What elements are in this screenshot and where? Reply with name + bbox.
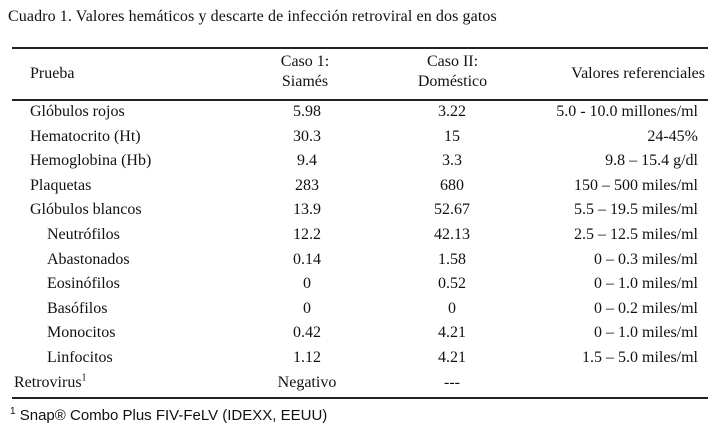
row-reference: 1.5 – 5.0 miles/ml [582,348,698,366]
row-reference: 150 – 500 miles/ml [574,176,698,194]
row-name: Glóbulos blancos [30,201,142,219]
row-caso1-value: 283 [295,176,319,194]
row-name: Plaquetas [30,176,92,194]
table-row: Eosinófilos 0 0.52 0 – 1.0 miles/ml [0,272,715,297]
row-caso2-value: 3.3 [442,152,462,170]
row-name: Hematocrito (Ht) [30,127,141,145]
header-caso1-line1: Caso 1: [280,53,330,70]
row-reference: 0 – 1.0 miles/ml [594,275,698,293]
table-row: Glóbulos blancos 13.9 52.67 5.5 – 19.5 m… [0,198,715,223]
table-row: Monocitos 0.42 4.21 0 – 1.0 miles/ml [0,321,715,346]
row-caso2-value: --- [444,373,460,391]
header-caso1-line2: Siamés [281,73,329,90]
table-row: Hematocrito (Ht) 30.3 15 24-45% [0,125,715,150]
table-row: Plaquetas 283 680 150 – 500 miles/ml [0,174,715,199]
row-caso1-value: 0 [303,299,311,317]
table-row: Neutrófilos 12.2 42.13 2.5 – 12.5 miles/… [0,223,715,248]
row-reference: 2.5 – 12.5 miles/ml [574,225,698,243]
header-caso1: Caso 1: Siamés [260,52,350,92]
table-body: Glóbulos rojos 5.98 3.22 5.0 - 10.0 mill… [0,100,715,395]
row-caso2-value: 42.13 [434,225,470,243]
row-caso1-value: 1.12 [293,348,321,366]
row-caso2-value: 0.52 [438,275,466,293]
footnote-number: 1 [10,406,16,417]
row-caso2-value: 15 [444,127,460,145]
row-name: Hemoglobina (Hb) [30,152,152,170]
row-caso1-value: Negativo [277,373,337,391]
row-reference: 0 – 1.0 miles/ml [594,324,698,342]
row-caso2-value: 4.21 [438,324,466,342]
row-caso2-value: 4.21 [438,348,466,366]
header-valores-referenciales: Valores referenciales [571,65,705,82]
table-row: Hemoglobina (Hb) 9.4 3.3 9.8 – 15.4 g/dl [0,149,715,174]
header-prueba: Prueba [30,65,75,82]
row-caso1-value: 5.98 [293,103,321,120]
table-row: Glóbulos rojos 5.98 3.22 5.0 - 10.0 mill… [0,100,715,125]
table-row: Abastonados 0.14 1.58 0 – 0.3 miles/ml [0,248,715,273]
row-reference: 24-45% [647,127,698,145]
row-caso1-value: 30.3 [293,127,321,145]
table-row: Basófilos 0 0 0 – 0.2 miles/ml [0,297,715,322]
footnote: 1 Snap® Combo Plus FIV-FeLV (IDEXX, EEUU… [10,406,328,425]
table-caption: Cuadro 1. Valores hemáticos y descarte d… [8,8,497,25]
row-caso2-value: 3.22 [438,103,466,120]
top-rule [12,47,708,49]
row-reference: 9.8 – 15.4 g/dl [605,152,698,170]
row-name-retrovirus: Retrovirus1 [14,371,87,396]
row-name: Basófilos [47,299,108,317]
row-caso1-value: 0.42 [293,324,321,342]
row-reference: 0 – 0.3 miles/ml [594,250,698,268]
row-caso1-value: 0.14 [293,250,321,268]
row-name: Retrovirus [14,373,82,391]
row-caso1-value: 12.2 [293,225,321,243]
row-caso2-value: 680 [440,176,464,194]
row-caso2-value: 1.58 [438,250,466,268]
row-caso2-value: 0 [448,299,456,317]
row-name: Abastonados [47,250,130,268]
header-rule [12,99,708,101]
row-name: Eosinófilos [47,275,120,293]
row-name: Linfocitos [47,348,113,366]
row-reference: 5.0 - 10.0 millones/ml [556,103,698,120]
table-row: Linfocitos 1.12 4.21 1.5 – 5.0 miles/ml [0,346,715,371]
row-reference: 0 – 0.2 miles/ml [594,299,698,317]
footnote-marker: 1 [81,372,87,384]
footnote-text: Snap® Combo Plus FIV-FeLV (IDEXX, EEUU) [15,407,328,424]
row-caso1-value: 0 [303,275,311,293]
table-row: Retrovirus1 Negativo --- [0,371,715,396]
row-caso2-value: 52.67 [434,201,470,219]
row-name: Neutrófilos [47,225,120,243]
row-caso1-value: 9.4 [297,152,317,170]
bottom-rule [12,397,708,399]
header-caso2: Caso II: Doméstico [395,52,510,92]
row-reference: 5.5 – 19.5 miles/ml [574,201,698,219]
row-caso1-value: 13.9 [293,201,321,219]
header-caso2-line2: Doméstico [417,73,488,90]
header-caso2-line1: Caso II: [426,53,479,70]
row-name: Glóbulos rojos [30,103,125,120]
row-name: Monocitos [47,324,116,342]
